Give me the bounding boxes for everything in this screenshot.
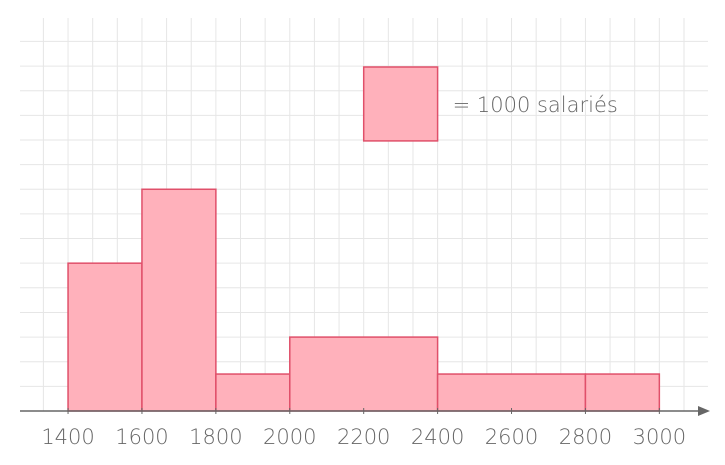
bar [141,188,217,412]
x-tick-label: 1400 [41,425,94,449]
x-tick-label: 1600 [115,425,168,449]
x-tick-label: 2000 [263,425,316,449]
bar [289,336,439,412]
axis-arrow [698,406,710,416]
x-tick-label: 2200 [337,425,390,449]
bar [67,262,143,412]
bar [584,373,661,412]
legend-swatch [362,66,439,142]
x-tick-label: 2400 [411,425,464,449]
x-tick-label: 2800 [559,425,612,449]
bar [215,373,291,412]
x-tick-label: 1800 [189,425,242,449]
x-tick-label: 2600 [485,425,538,449]
x-tick-label: 3000 [633,425,686,449]
bar [436,373,587,412]
axis: 1400 1600 1800 2000 2200 2400 2600 2800 3000 [20,406,710,449]
legend-label: = 1000 salariés [453,93,618,117]
